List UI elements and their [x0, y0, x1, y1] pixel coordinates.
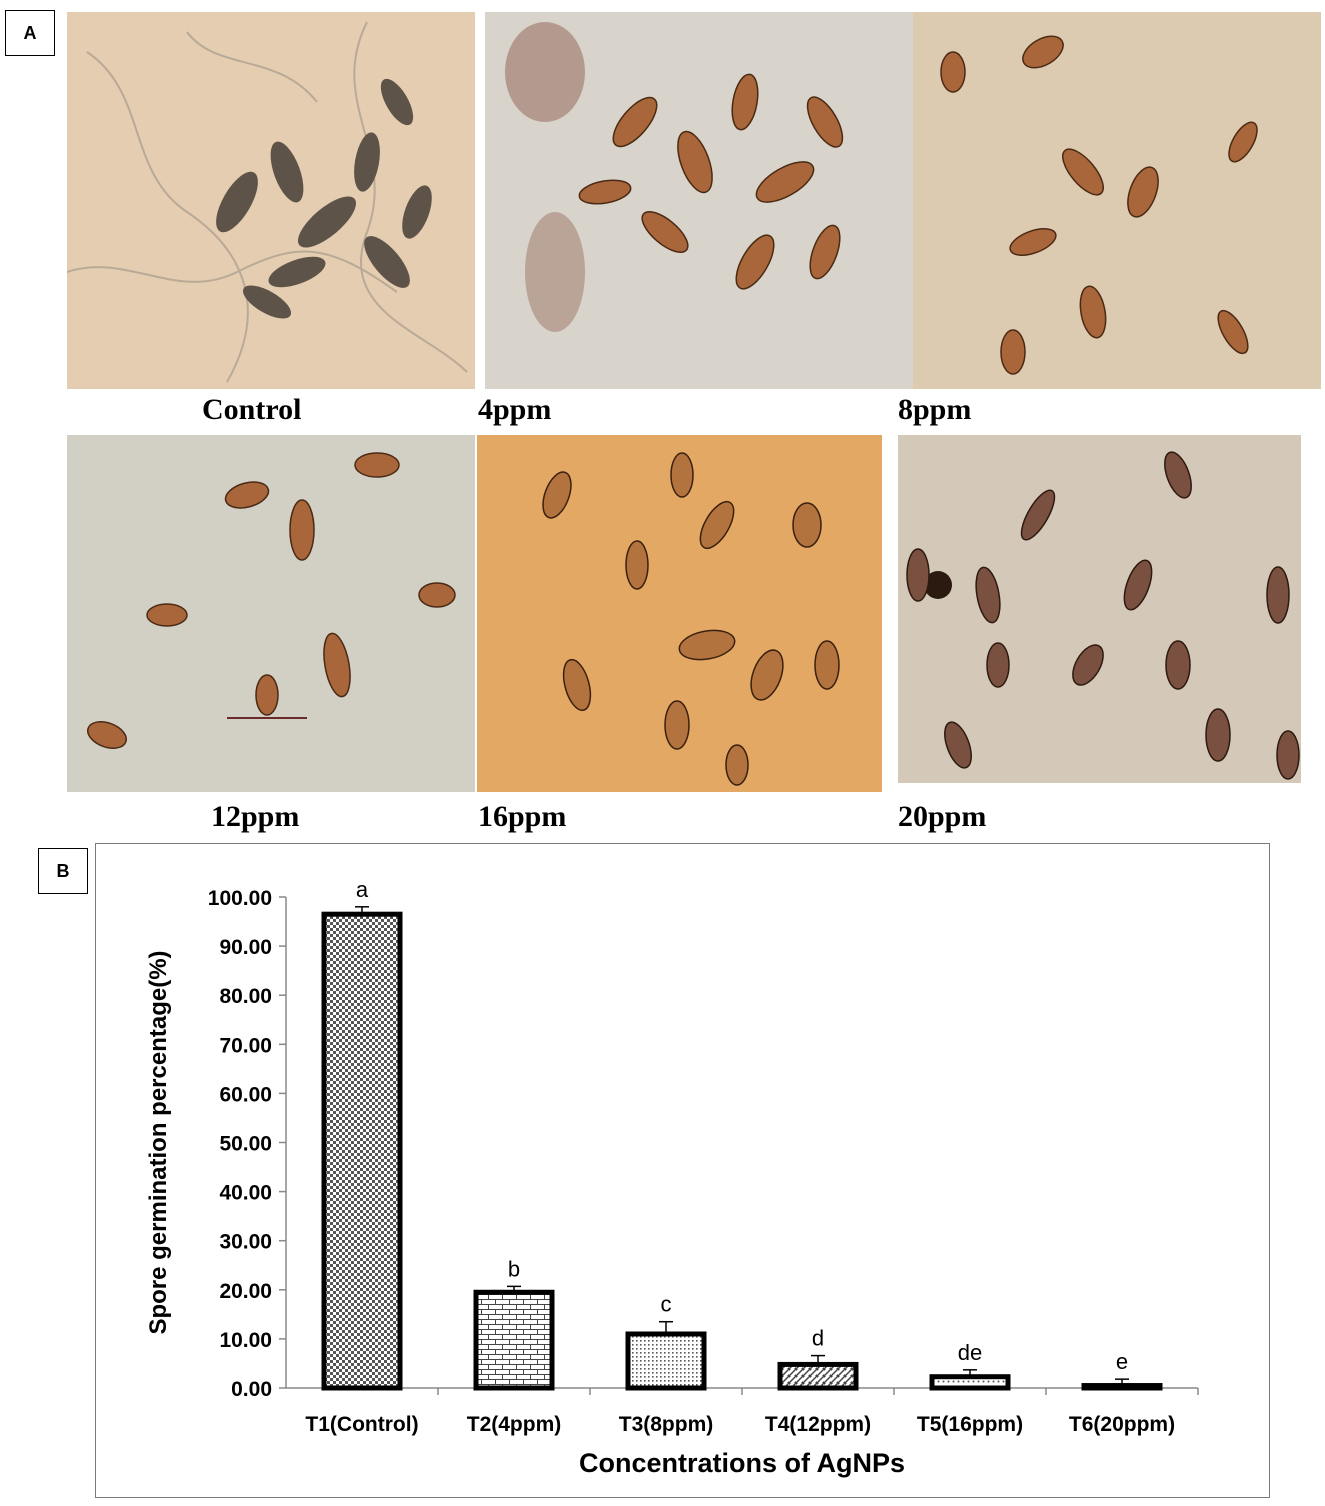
x-tick-label: T6(20ppm) — [1069, 1413, 1175, 1436]
x-tick-label: T5(16ppm) — [917, 1413, 1023, 1436]
x-tick-label: T4(12ppm) — [765, 1413, 871, 1436]
micrograph-4ppm — [485, 12, 913, 389]
y-tick-label: 10.00 — [219, 1329, 272, 1352]
significance-letter: de — [958, 1340, 982, 1365]
panel-b-letter: B — [38, 848, 88, 894]
caption-4ppm: 4ppm — [478, 393, 552, 426]
micrograph-16ppm — [477, 435, 882, 792]
caption-12ppm: 12ppm — [211, 800, 300, 833]
micrograph-12ppm — [67, 435, 475, 792]
y-tick-label: 100.00 — [208, 887, 272, 910]
y-tick-label: 30.00 — [219, 1231, 272, 1254]
bar-4 — [777, 1361, 859, 1391]
y-tick-label: 80.00 — [219, 985, 272, 1008]
y-axis-title: Spore germination percentage(%) — [145, 950, 172, 1334]
significance-letter: c — [661, 1292, 672, 1317]
x-tick-label: T2(4ppm) — [467, 1413, 562, 1436]
y-tick-label: 20.00 — [219, 1280, 272, 1303]
y-tick-label: 50.00 — [219, 1133, 272, 1156]
y-tick-label: 40.00 — [219, 1182, 272, 1205]
y-tick-label: 90.00 — [219, 936, 272, 959]
significance-letter: b — [508, 1256, 520, 1281]
y-tick-label: 60.00 — [219, 1083, 272, 1106]
x-tick-label: T3(8ppm) — [619, 1413, 714, 1436]
bar-chart: 0.00 10.00 20.00 30.00 40.00 50.00 60.00 70.00 8… — [145, 877, 1199, 1478]
bar-2 — [473, 1289, 555, 1391]
caption-20ppm: 20ppm — [898, 800, 987, 833]
significance-letter: e — [1116, 1349, 1128, 1374]
bar-6 — [1081, 1383, 1163, 1391]
panel-a-letter: A — [5, 10, 55, 56]
micrograph-control — [67, 12, 475, 389]
y-tick-label: 70.00 — [219, 1034, 272, 1057]
x-tick-label: T1(Control) — [305, 1413, 418, 1436]
caption-16ppm: 16ppm — [478, 800, 567, 833]
caption-control: Control — [202, 393, 302, 426]
x-axis-title: Concentrations of AgNPs — [579, 1448, 905, 1478]
micrograph-20ppm — [898, 435, 1301, 783]
significance-letter: a — [356, 877, 369, 902]
bar-3 — [625, 1331, 707, 1391]
chart-frame: 0.00 10.00 20.00 30.00 40.00 50.00 60.00 70.00 8… — [95, 843, 1270, 1498]
significance-letter: d — [812, 1326, 824, 1351]
y-tick-label: 0.00 — [231, 1378, 272, 1401]
bar-5 — [929, 1374, 1011, 1391]
bar-1 — [321, 911, 403, 1391]
caption-8ppm: 8ppm — [898, 393, 972, 426]
micrograph-8ppm — [913, 12, 1321, 389]
